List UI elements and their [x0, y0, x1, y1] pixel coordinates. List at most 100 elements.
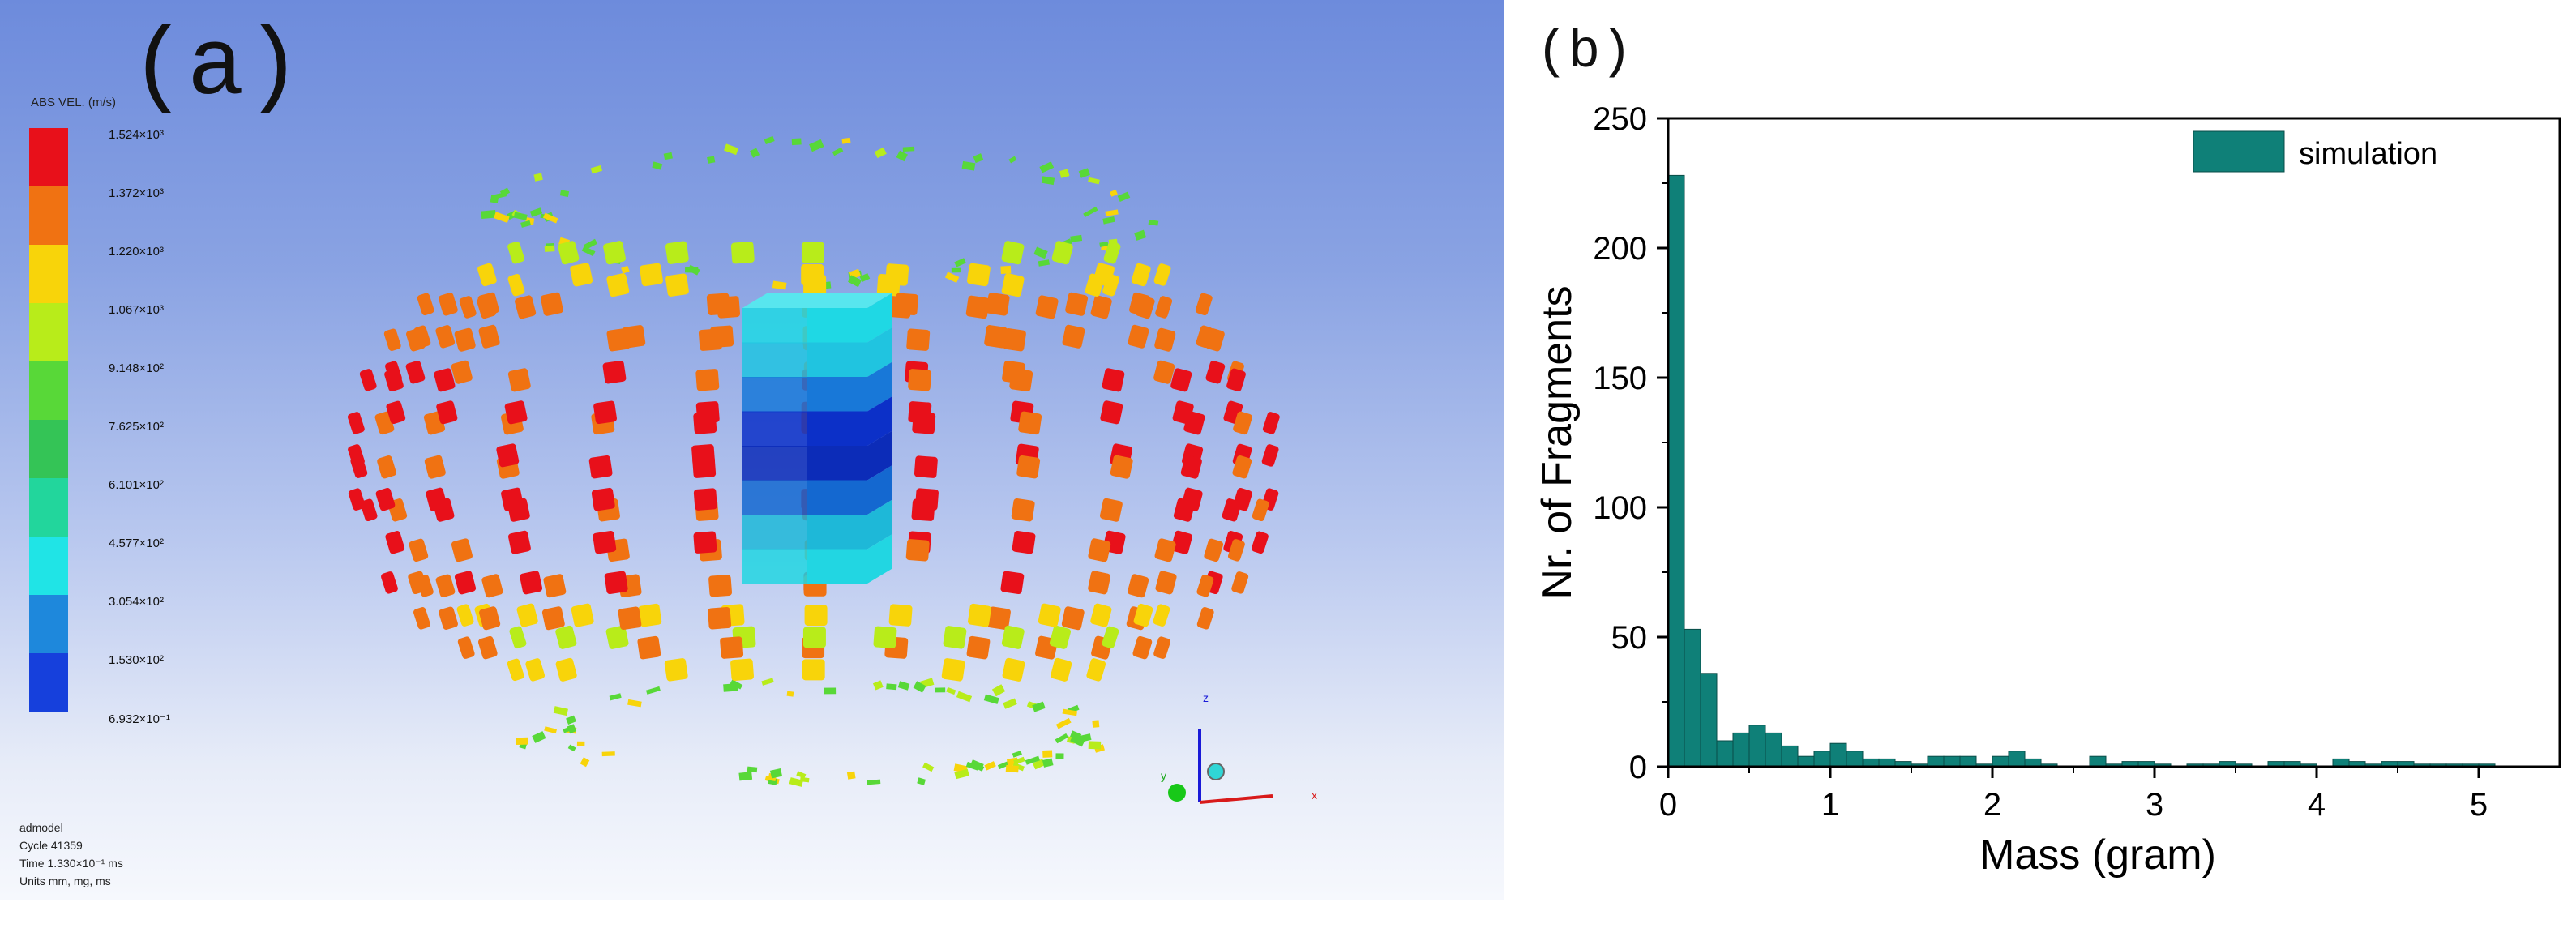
- fragment: [1134, 229, 1147, 241]
- fragment: [1039, 161, 1055, 173]
- fragment: [691, 444, 716, 467]
- fragment: [750, 148, 760, 158]
- fragment: [1117, 191, 1131, 202]
- fragment: [516, 737, 528, 746]
- x-tick-label: 3: [2146, 787, 2163, 823]
- fragment: [637, 635, 661, 660]
- fragment: [477, 263, 497, 287]
- fragment: [1261, 444, 1279, 467]
- fragment: [1012, 751, 1022, 758]
- fragment: [1173, 498, 1196, 522]
- fragment: [941, 658, 965, 682]
- fragment: [886, 683, 897, 691]
- fragment: [559, 190, 570, 198]
- fragment: [457, 636, 475, 659]
- fragment: [1078, 168, 1090, 178]
- fragment: [956, 691, 973, 703]
- fragment: [908, 369, 932, 391]
- colorbar-swatch: [29, 420, 68, 478]
- simulation-panel: z y x (a) ABS VEL. (m/s) 1.524×10³ 1.372×10…: [0, 0, 1504, 900]
- fragment: [693, 488, 717, 511]
- x-tick-label: 4: [2308, 787, 2326, 823]
- histogram-bar: [1684, 628, 1701, 768]
- fragment: [553, 706, 568, 716]
- y-tick-label: 200: [1593, 231, 1647, 267]
- fragment: [542, 212, 558, 224]
- fragment: [348, 488, 366, 511]
- block-layer: [742, 411, 807, 447]
- fragment: [965, 761, 979, 771]
- fragment: [1001, 625, 1025, 649]
- fragment: [799, 776, 810, 783]
- fragment: [541, 606, 565, 631]
- fragment: [708, 607, 732, 630]
- fragment: [796, 771, 807, 779]
- fragment: [652, 161, 663, 170]
- fragment-scene: z y x: [347, 135, 1317, 804]
- histogram-bar: [1797, 755, 1815, 768]
- fragment: [1086, 658, 1106, 682]
- fragment: [622, 325, 646, 349]
- fragment: [413, 325, 431, 349]
- fragment: [913, 681, 926, 693]
- fragment: [555, 625, 577, 649]
- colorbar-swatch: [29, 537, 68, 595]
- fragment: [645, 686, 661, 695]
- fragment: [1196, 575, 1214, 597]
- fragment: [584, 238, 598, 250]
- fragment: [435, 325, 456, 349]
- histogram-bar: [1846, 751, 1864, 768]
- x-tick-label: 1: [1821, 787, 1839, 823]
- fragment: [944, 272, 960, 283]
- fragment: [1065, 292, 1089, 316]
- fragment: [383, 328, 401, 351]
- fragment: [1155, 571, 1177, 595]
- fragment: [1155, 296, 1173, 319]
- fragment: [532, 731, 546, 743]
- fragment: [1013, 756, 1025, 765]
- fragment: [846, 771, 856, 780]
- fragment: [347, 412, 365, 434]
- y-tick-label: 100: [1593, 490, 1647, 526]
- fragment: [664, 658, 688, 682]
- fragment: [824, 687, 837, 695]
- block-layer: [742, 549, 807, 584]
- fragment: [772, 280, 787, 290]
- fragment: [1062, 708, 1078, 716]
- fragment: [1100, 400, 1123, 425]
- fragment: [566, 715, 576, 725]
- fragment: [859, 272, 871, 283]
- x-tick-label: 2: [1983, 787, 2001, 823]
- fragment: [1153, 604, 1170, 627]
- fragment: [1001, 241, 1025, 265]
- block-layer-face: [807, 500, 892, 550]
- colorbar-tick-label: 1.372×10³: [109, 186, 164, 200]
- units-info: Units mm, mg, ms: [19, 875, 111, 887]
- fragment: [424, 455, 446, 479]
- fragment: [1038, 259, 1050, 267]
- histogram-bar: [1716, 740, 1734, 768]
- fragment: [997, 761, 1009, 770]
- fragment: [986, 293, 1010, 316]
- fragment: [1032, 759, 1046, 770]
- histogram-bar: [1732, 732, 1750, 768]
- panel-b-label: (b): [1536, 22, 1632, 83]
- fragment: [1105, 209, 1119, 216]
- fragment: [730, 241, 755, 264]
- block-layer-face: [807, 293, 892, 343]
- fragment: [966, 263, 991, 287]
- fragment: [1070, 735, 1085, 747]
- fragment: [544, 245, 555, 252]
- fragment: [504, 400, 528, 425]
- fragment: [684, 267, 699, 273]
- colorbar-tick-label: 6.101×10²: [109, 478, 164, 492]
- fragment: [1227, 539, 1245, 562]
- fragment: [973, 153, 984, 164]
- fragment: [965, 295, 990, 319]
- histogram-bars: [1667, 174, 2496, 768]
- fragment: [385, 531, 405, 554]
- fragment: [1000, 571, 1025, 595]
- fragment: [1226, 368, 1246, 392]
- fragment: [606, 273, 630, 297]
- fragment: [1088, 741, 1102, 750]
